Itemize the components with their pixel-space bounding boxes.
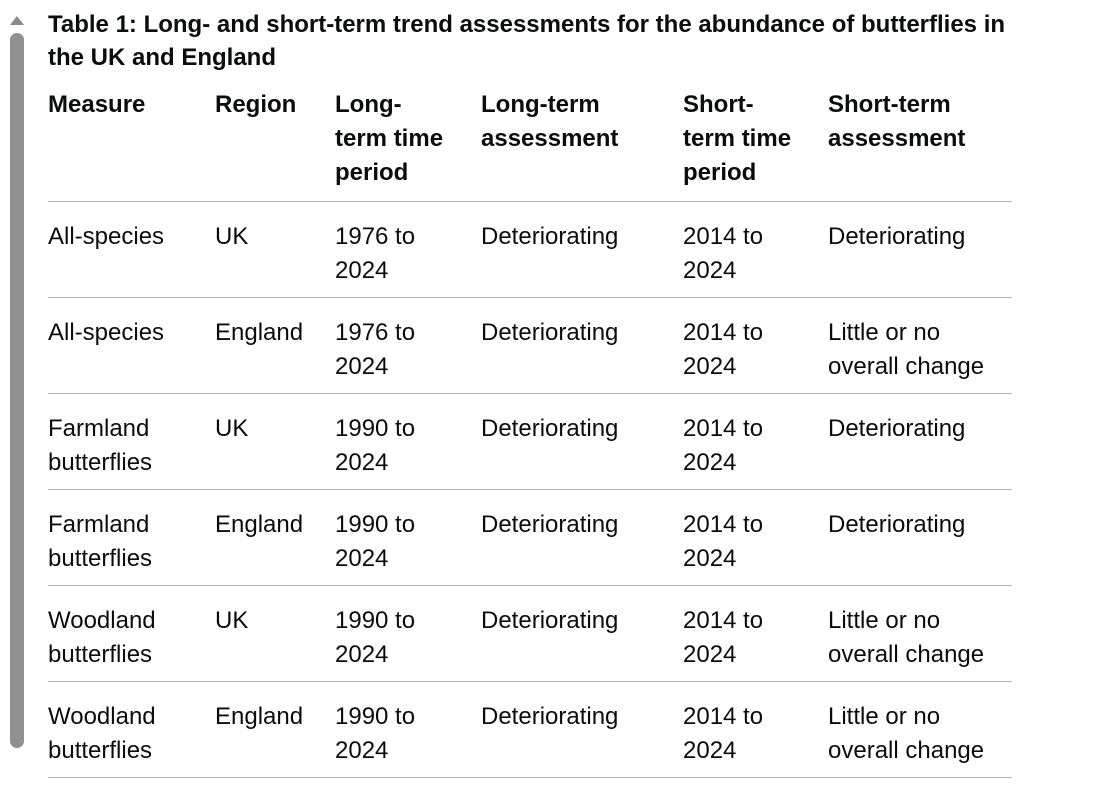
- column-header-short-term-assessment: Short-term assessment: [828, 88, 1012, 202]
- column-header-short-term-time-period: Short- term time period: [683, 88, 828, 202]
- table-cell: 2014 to 2024: [683, 681, 828, 778]
- column-header-measure: Measure: [48, 88, 215, 202]
- table-cell: Little or no overall change: [828, 681, 1012, 778]
- table-cell: All-species: [48, 201, 215, 298]
- table-body: All-species UK 1976 to 2024 Deteriorating 20…: [48, 201, 1012, 778]
- table-cell: Woodland butterflies: [48, 681, 215, 778]
- table-cell: 2014 to 2024: [683, 585, 828, 682]
- table-row: Woodland butterflies UK 1990 to 2024 Deteri…: [48, 585, 1012, 682]
- table-cell: UK: [215, 393, 335, 490]
- table-row: Farmland butterflies UK 1990 to 2024 Deteri…: [48, 393, 1012, 490]
- table-cell: Deteriorating: [828, 201, 1012, 298]
- table-cell: 1990 to 2024: [335, 585, 481, 682]
- table-cell: Deteriorating: [481, 297, 683, 394]
- table-cell: 1990 to 2024: [335, 393, 481, 490]
- table-cell: 1976 to 2024: [335, 297, 481, 394]
- column-header-long-term-assessment: Long-term assessment: [481, 88, 683, 202]
- table-cell: UK: [215, 585, 335, 682]
- column-header-region: Region: [215, 88, 335, 202]
- table-cell: 2014 to 2024: [683, 489, 828, 586]
- table-cell: Deteriorating: [481, 585, 683, 682]
- table-cell: Deteriorating: [828, 393, 1012, 490]
- table-row: Farmland butterflies England 1990 to 2024 D…: [48, 489, 1012, 586]
- page-content: Table 1: Long- and short-term trend asse…: [48, 8, 1012, 778]
- table-cell: Little or no overall change: [828, 297, 1012, 394]
- header-row: Measure Region Long- term time period Lo…: [48, 88, 1012, 202]
- scrollbar[interactable]: [10, 0, 25, 794]
- table-row: Woodland butterflies England 1990 to 2024 D…: [48, 681, 1012, 778]
- table-cell: Woodland butterflies: [48, 585, 215, 682]
- table-cell: Deteriorating: [481, 393, 683, 490]
- table-cell: Farmland butterflies: [48, 489, 215, 586]
- table-cell: Deteriorating: [481, 681, 683, 778]
- table-row: All-species UK 1976 to 2024 Deteriorating 20…: [48, 201, 1012, 298]
- table-cell: Deteriorating: [481, 489, 683, 586]
- table-cell: 2014 to 2024: [683, 201, 828, 298]
- column-header-long-term-time-period: Long- term time period: [335, 88, 481, 202]
- table-cell: England: [215, 297, 335, 394]
- table-cell: England: [215, 489, 335, 586]
- table-cell: 2014 to 2024: [683, 297, 828, 394]
- table-cell: UK: [215, 201, 335, 298]
- table-cell: England: [215, 681, 335, 778]
- scrollbar-thumb[interactable]: [10, 33, 24, 748]
- table-cell: 1990 to 2024: [335, 681, 481, 778]
- table-cell: 1976 to 2024: [335, 201, 481, 298]
- table-caption: Table 1: Long- and short-term trend asse…: [48, 11, 1006, 71]
- table-cell: Farmland butterflies: [48, 393, 215, 490]
- scroll-up-button[interactable]: [10, 16, 25, 26]
- triangle-up-icon: [10, 16, 24, 25]
- table-cell: Deteriorating: [828, 489, 1012, 586]
- table-cell: All-species: [48, 297, 215, 394]
- table-row: All-species England 1976 to 2024 Deteriorat…: [48, 297, 1012, 394]
- table-cell: 1990 to 2024: [335, 489, 481, 586]
- table-cell: Little or no overall change: [828, 585, 1012, 682]
- table-cell: Deteriorating: [481, 201, 683, 298]
- table-header: Measure Region Long- term time period Lo…: [48, 88, 1012, 202]
- table-cell: 2014 to 2024: [683, 393, 828, 490]
- trends-table: Measure Region Long- term time period Lo…: [48, 88, 1012, 778]
